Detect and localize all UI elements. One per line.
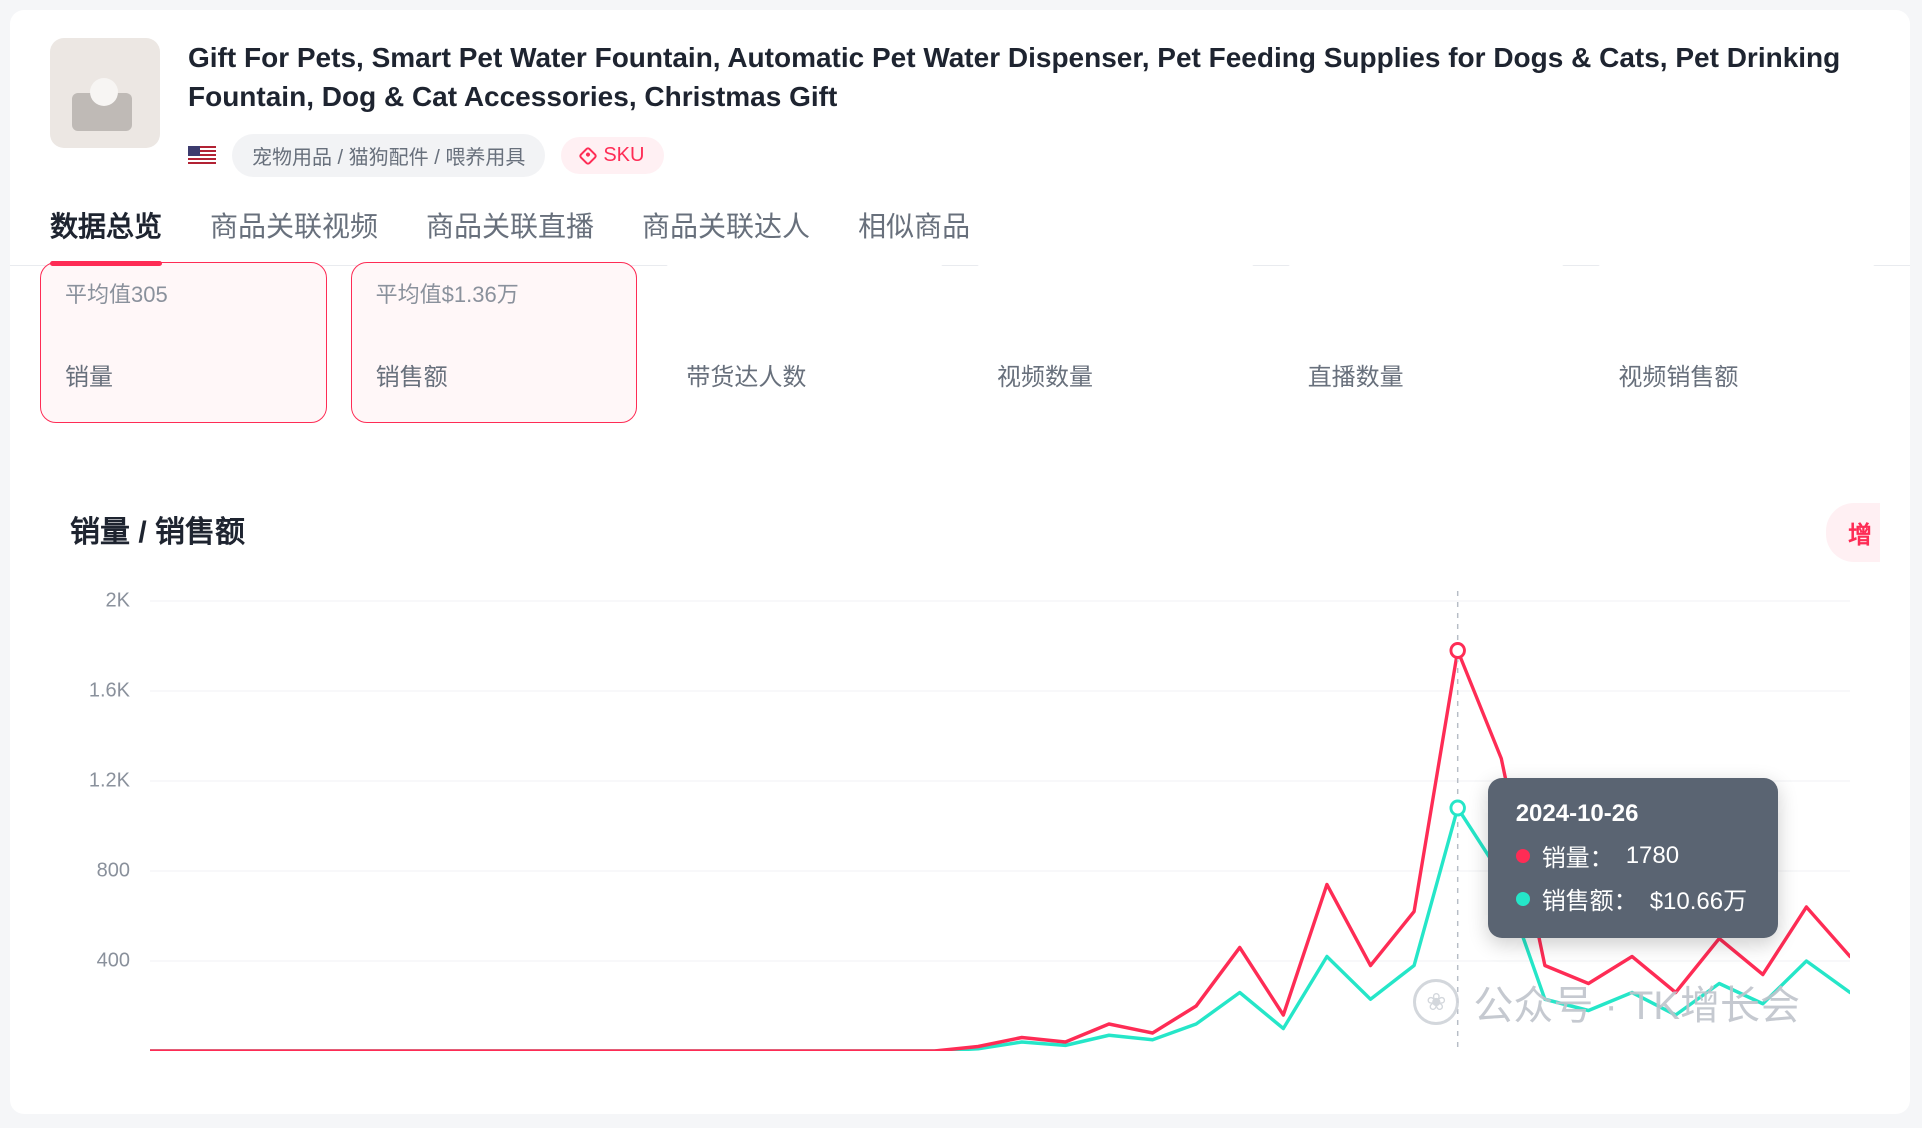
sku-tag-icon [578, 146, 598, 166]
stat-card-sales-amount[interactable]: 平均值$1.36万 销售额 [351, 262, 638, 423]
stat-card-video-sales[interactable]: 视频销售额 [1593, 262, 1880, 423]
stat-avg: 平均值305 [65, 277, 302, 309]
sku-tag-label: SKU [603, 144, 644, 167]
tab-overview[interactable]: 数据总览 [50, 205, 162, 265]
stat-card-sales-qty[interactable]: 平均值305 销量 [40, 262, 327, 423]
y-tick-label: 400 [70, 950, 130, 973]
stat-cards-row: 平均值305 销量 平均值$1.36万 销售额 带货达人数 视频数量 直播数量 … [10, 262, 1910, 423]
stat-label: 销售额 [376, 357, 613, 392]
y-tick-label: 1.2K [70, 770, 130, 793]
y-axis: 2K 1.6K 1.2K 800 400 [70, 591, 140, 1051]
chart-card: 销量 / 销售额 增 2K 1.6K 1.2K 800 400 2024-10-26 销… [40, 467, 1880, 1057]
y-tick-label: 800 [70, 860, 130, 883]
tab-related-videos[interactable]: 商品关联视频 [210, 205, 378, 265]
stat-label: 视频数量 [997, 357, 1234, 392]
country-flag-icon [188, 146, 216, 166]
stat-label: 直播数量 [1308, 357, 1545, 392]
tooltip-swatch-icon [1516, 849, 1530, 863]
tooltip-row-value: 1780 [1626, 842, 1679, 870]
stat-avg: 平均值$1.36万 [376, 277, 613, 309]
tab-label: 相似商品 [858, 211, 970, 242]
category-tag[interactable]: 宠物用品 / 猫狗配件 / 喂养用具 [232, 134, 545, 177]
tooltip-swatch-icon [1516, 892, 1530, 906]
stat-label: 带货达人数 [686, 357, 923, 392]
tab-label: 数据总览 [50, 211, 162, 242]
stat-label: 销量 [65, 357, 302, 392]
tab-related-live[interactable]: 商品关联直播 [426, 205, 594, 265]
tab-label: 商品关联视频 [210, 211, 378, 242]
tab-related-creators[interactable]: 商品关联达人 [642, 205, 810, 265]
tooltip-date: 2024-10-26 [1516, 800, 1750, 828]
chart-plot[interactable]: 2024-10-26 销量： 1780 销售额： $10.66万 [150, 591, 1850, 1051]
tooltip-row-label: 销售额： [1542, 881, 1638, 916]
y-tick-label: 1.6K [70, 680, 130, 703]
stat-label: 视频销售额 [1618, 357, 1855, 392]
tab-similar-products[interactable]: 相似商品 [858, 205, 970, 265]
chart-title: 销量 / 销售额 [70, 507, 1850, 551]
stat-card-video-count[interactable]: 视频数量 [972, 262, 1259, 423]
category-tag-label: 宠物用品 / 猫狗配件 / 喂养用具 [252, 141, 525, 170]
stat-card-creator-count[interactable]: 带货达人数 [661, 262, 948, 423]
tooltip-row-value: $10.66万 [1650, 881, 1747, 916]
tab-label: 商品关联直播 [426, 211, 594, 242]
chart-tooltip: 2024-10-26 销量： 1780 销售额： $10.66万 [1488, 778, 1778, 938]
chart-cta-label: 增 [1848, 522, 1872, 549]
tab-label: 商品关联达人 [642, 211, 810, 242]
tabs: 数据总览 商品关联视频 商品关联直播 商品关联达人 相似商品 [10, 177, 1910, 266]
tooltip-row-label: 销量： [1542, 838, 1614, 873]
product-title: Gift For Pets, Smart Pet Water Fountain,… [188, 38, 1870, 116]
y-tick-label: 2K [70, 590, 130, 613]
chart-cta-button[interactable]: 增 [1826, 503, 1880, 562]
sku-tag[interactable]: SKU [561, 137, 664, 174]
stat-card-live-count[interactable]: 直播数量 [1283, 262, 1570, 423]
product-thumbnail [50, 38, 160, 148]
